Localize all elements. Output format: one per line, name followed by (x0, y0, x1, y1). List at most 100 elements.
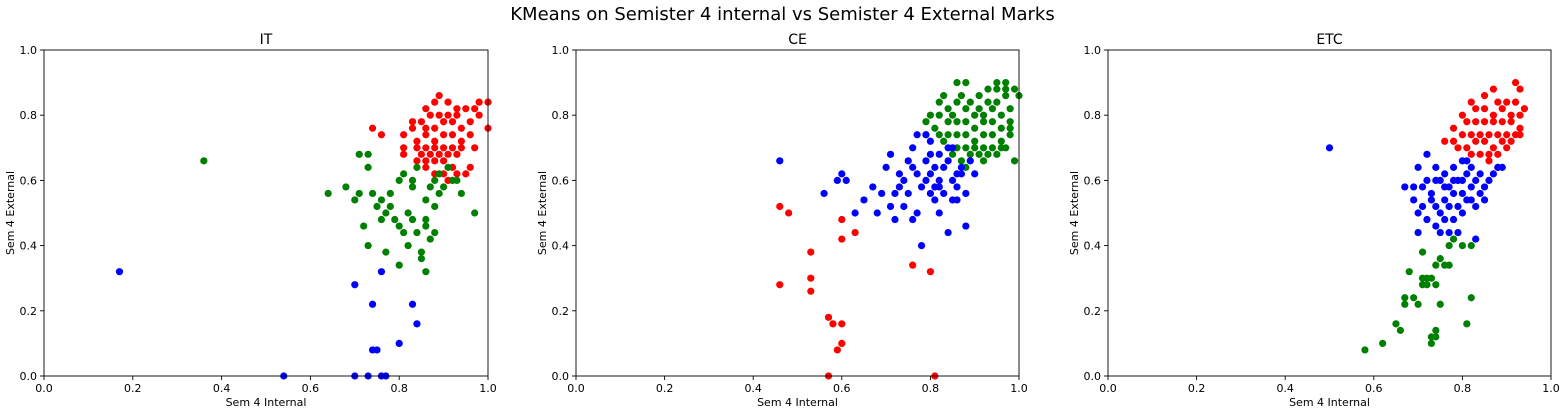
data-point (940, 137, 948, 145)
data-point (993, 98, 1001, 106)
data-point (360, 222, 368, 230)
data-point (1432, 326, 1440, 334)
data-point (1516, 124, 1524, 132)
data-point (1516, 111, 1524, 119)
data-point (776, 157, 784, 165)
data-point (453, 150, 461, 158)
data-point (1503, 98, 1511, 106)
data-point (940, 163, 948, 171)
series-0 (776, 202, 939, 380)
data-point (1489, 170, 1498, 178)
data-point (422, 144, 430, 152)
data-point (944, 228, 952, 237)
data-point (971, 124, 979, 132)
data-point (377, 268, 386, 276)
data-point (873, 209, 881, 217)
data-point (413, 163, 421, 171)
y-tick-label: 0.0 (1084, 370, 1102, 383)
data-point (1449, 124, 1458, 132)
data-point (1498, 163, 1506, 171)
data-point (944, 131, 952, 139)
data-point (431, 176, 439, 184)
data-point (957, 163, 966, 171)
data-point (1467, 98, 1475, 106)
data-point (940, 189, 948, 198)
data-point (913, 170, 921, 178)
data-point (993, 85, 1001, 93)
data-point (944, 144, 952, 152)
data-point (948, 196, 957, 204)
data-point (324, 189, 332, 198)
data-point (935, 131, 943, 139)
data-point (1414, 209, 1422, 217)
data-point (1418, 248, 1427, 256)
data-point (444, 150, 452, 158)
data-point (1441, 137, 1449, 145)
data-point (988, 131, 997, 139)
data-point (1494, 131, 1502, 139)
data-point (1485, 176, 1493, 184)
data-point (1458, 131, 1466, 139)
data-point (984, 150, 992, 158)
data-point (1423, 176, 1431, 184)
data-point (1472, 105, 1480, 113)
data-point (417, 118, 425, 126)
data-point (1498, 118, 1506, 126)
data-point (355, 150, 363, 158)
data-point (435, 150, 443, 158)
data-point (1480, 183, 1489, 191)
data-point (962, 105, 970, 113)
y-tick-label: 0.6 (1084, 174, 1102, 187)
data-point (471, 209, 479, 217)
x-axis-label: Sem 4 Internal (757, 396, 838, 409)
data-point (957, 157, 966, 165)
data-point (1472, 176, 1480, 184)
data-point (426, 235, 434, 243)
panel-title: ETC (1316, 32, 1343, 48)
data-point (935, 98, 943, 106)
data-point (440, 118, 448, 126)
data-point (891, 189, 899, 198)
data-point (944, 105, 952, 113)
data-point (1498, 105, 1506, 113)
data-point (1494, 150, 1502, 158)
y-tick-label: 0.6 (552, 174, 570, 187)
data-point (948, 176, 957, 184)
data-point (404, 242, 412, 250)
series-0 (368, 92, 492, 184)
data-point (820, 189, 828, 198)
data-point (440, 144, 448, 152)
data-point (1432, 163, 1440, 171)
y-tick-label: 0.8 (20, 109, 38, 122)
data-point (1436, 209, 1444, 217)
data-point (431, 228, 439, 237)
data-point (395, 261, 403, 269)
data-point (453, 111, 461, 119)
data-point (417, 248, 425, 256)
data-point (431, 157, 439, 165)
data-point (422, 196, 430, 204)
data-point (944, 157, 952, 165)
data-point (422, 131, 430, 139)
data-point (364, 242, 372, 250)
data-point (962, 144, 970, 152)
x-tick-label: 0.0 (567, 382, 585, 395)
data-point (1507, 118, 1515, 126)
data-point (917, 242, 926, 250)
data-point (886, 202, 895, 211)
data-point (1489, 144, 1498, 152)
data-point (1401, 300, 1409, 308)
data-point (400, 170, 408, 178)
data-point (408, 176, 417, 184)
series-1 (200, 150, 479, 276)
data-point (988, 118, 997, 126)
data-point (475, 111, 483, 119)
data-point (1458, 176, 1466, 184)
data-point (940, 92, 948, 100)
data-point (1454, 144, 1462, 152)
data-point (1006, 131, 1014, 139)
data-point (404, 209, 412, 217)
data-point (1454, 228, 1462, 237)
x-tick-label: 1.0 (1010, 382, 1028, 395)
